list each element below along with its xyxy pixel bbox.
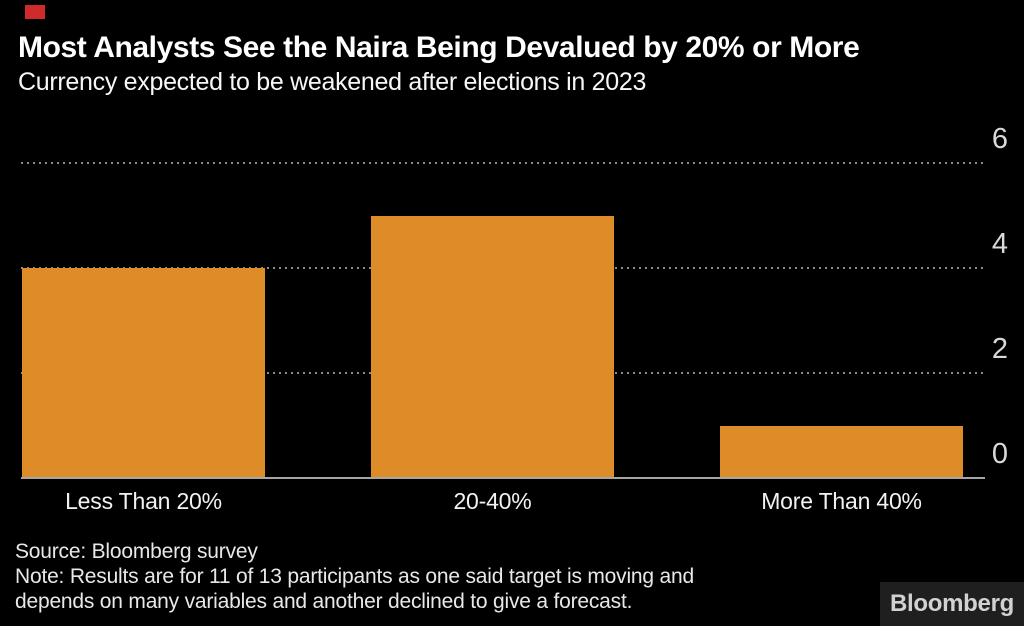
gridline-y-6 [21,162,985,164]
y-axis-tick-label-0: 0 [991,438,1008,470]
bloomberg-logo-box: Bloomberg [880,582,1024,626]
x-axis-category-label-1: Less Than 20% [65,488,222,514]
x-axis-baseline [21,477,985,479]
note-text-line-1: Note: Results are for 11 of 13 participa… [15,565,694,588]
x-axis-category-label-3: More Than 40% [761,488,922,514]
source-text: Source: Bloomberg survey [15,540,258,563]
bar-more-than-40- [720,425,963,478]
y-axis-tick-label-6: 6 [991,123,1008,155]
bloomberg-red-square-mark [25,5,45,19]
bloomberg-logo-wordmark: Bloomberg [890,590,1014,617]
note-text-line-2: depends on many variables and another de… [15,590,633,613]
y-axis-tick-label-2: 2 [991,333,1008,365]
chart-title: Most Analysts See the Naira Being Devalu… [18,31,860,64]
chart-subtitle: Currency expected to be weakened after e… [18,68,647,96]
bar-20-40- [371,215,614,478]
y-axis-tick-label-4: 4 [991,228,1008,260]
bar-less-than-20- [22,268,265,478]
x-axis-category-label-2: 20-40% [453,488,532,514]
